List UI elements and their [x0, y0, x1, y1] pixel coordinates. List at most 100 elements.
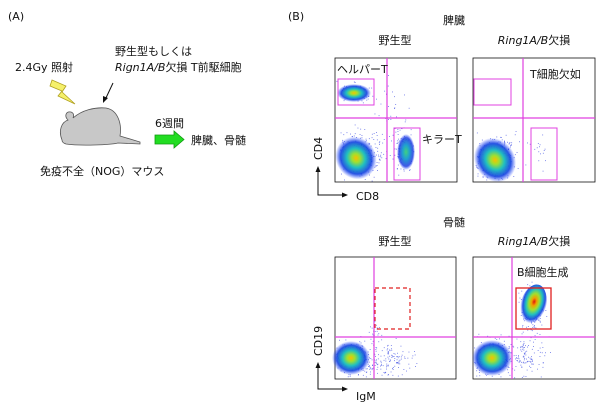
event-dot: [378, 156, 380, 158]
t-cell-absent-label: T細胞欠如: [529, 67, 581, 81]
event-dot: [398, 363, 400, 365]
event-dot: [513, 176, 515, 177]
event-dot: [521, 377, 523, 378]
event-dot: [381, 334, 383, 336]
event-dot: [522, 356, 524, 358]
event-dot: [370, 358, 372, 359]
event-dot: [546, 316, 548, 317]
event-dot: [499, 338, 500, 340]
event-dot: [531, 330, 533, 332]
event-dot: [542, 134, 544, 136]
event-dot: [383, 347, 385, 349]
event-dot: [477, 175, 479, 177]
event-dot: [517, 358, 519, 359]
event-dot: [525, 351, 526, 353]
event-dot: [394, 108, 395, 109]
event-dot: [527, 360, 528, 362]
event-dot: [385, 358, 387, 360]
event-dot: [389, 136, 390, 137]
event-dot: [366, 368, 368, 370]
y-axis-label-cd4: CD4: [312, 137, 325, 160]
event-dot: [361, 137, 363, 139]
event-dot: [367, 98, 369, 100]
event-dot: [500, 137, 502, 138]
event-dot: [369, 365, 371, 367]
event-dot: [496, 339, 498, 340]
event-dot: [360, 342, 362, 344]
event-dot: [523, 349, 525, 351]
event-dot: [533, 326, 535, 328]
event-dot: [533, 352, 535, 354]
event-dot: [522, 345, 524, 347]
event-dot: [354, 82, 356, 83]
event-dot: [365, 372, 367, 373]
event-dot: [377, 366, 379, 368]
event-dot: [523, 359, 525, 361]
spleen-ko-plot: T細胞欠如: [472, 57, 596, 183]
b-cell-gate: [515, 287, 552, 330]
event-dot: [508, 346, 510, 347]
event-dot: [508, 335, 510, 337]
event-dot: [507, 369, 509, 371]
panel-b-label: (B): [288, 10, 304, 23]
event-dot: [368, 366, 369, 367]
event-dot: [513, 355, 515, 357]
event-dot: [387, 356, 389, 358]
b-precursor-population: [332, 341, 370, 375]
event-dot: [544, 355, 546, 357]
event-dot: [381, 339, 383, 341]
panel-a: (A) 2.4Gy 照射 野生型もしくは Rign1A/B欠損 T前駆細胞 6週…: [8, 10, 246, 178]
event-dot: [521, 333, 523, 335]
event-dot: [374, 359, 376, 361]
panel-a-label: (A): [8, 10, 24, 23]
event-dot: [410, 129, 412, 131]
bm-wt-label: 野生型: [379, 234, 412, 248]
event-dot: [369, 367, 371, 369]
event-dot: [400, 356, 402, 358]
event-dot: [371, 180, 373, 182]
event-dot: [341, 173, 342, 175]
event-dot: [501, 139, 503, 141]
event-dot: [404, 358, 406, 359]
event-dot: [377, 170, 378, 171]
event-dot: [408, 363, 410, 365]
event-dot: [386, 349, 388, 351]
spleen-wt-label: 野生型: [379, 33, 412, 47]
event-dot: [517, 168, 519, 169]
event-dot: [536, 147, 538, 149]
cells-label-line2: Rign1A/B欠損 T前駆細胞: [115, 60, 242, 74]
killer-t-population: [397, 134, 415, 170]
event-dot: [538, 160, 540, 162]
event-dot: [390, 119, 392, 120]
event-dot: [406, 370, 407, 372]
event-dot: [374, 113, 376, 115]
mouse-label: 免疫不全（NOG）マウス: [40, 164, 164, 178]
event-dot: [387, 351, 389, 353]
event-dot: [400, 358, 402, 360]
event-dot: [396, 359, 398, 361]
event-dot: [375, 362, 377, 364]
event-dot: [505, 134, 507, 136]
event-dot: [518, 301, 520, 303]
event-dot: [388, 374, 389, 375]
event-dot: [508, 142, 510, 144]
event-dot: [373, 133, 375, 134]
event-dot: [496, 136, 498, 138]
event-dot: [375, 360, 377, 362]
event-dot: [354, 124, 356, 126]
event-dot: [397, 134, 399, 135]
event-dot: [381, 157, 383, 159]
event-dot: [396, 362, 398, 364]
event-dot: [400, 345, 402, 347]
event-dot: [389, 359, 391, 361]
b-precursor-population: [472, 340, 512, 376]
event-dot: [530, 367, 532, 368]
event-dot: [530, 359, 532, 361]
event-dot: [523, 352, 525, 354]
event-dot: [515, 366, 517, 367]
event-dot: [529, 357, 531, 359]
event-dot: [510, 344, 512, 345]
event-dot: [528, 356, 529, 358]
event-dot: [380, 156, 382, 158]
